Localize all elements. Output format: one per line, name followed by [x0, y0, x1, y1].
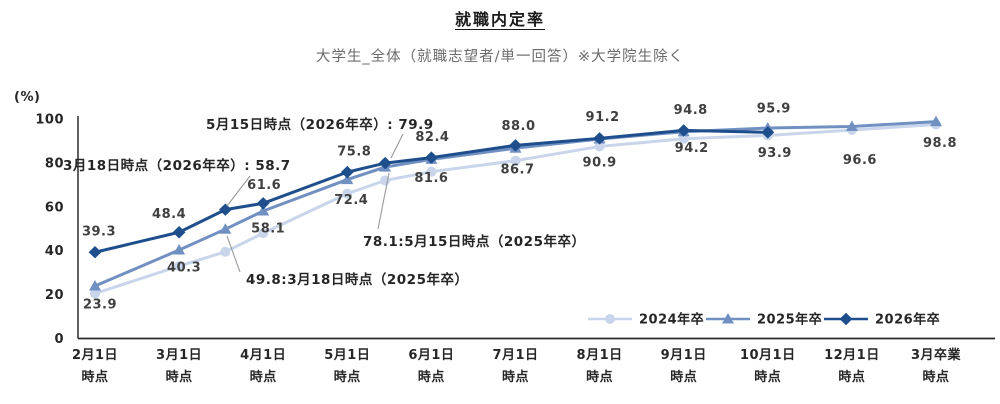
x-tick-label: 8月1日: [577, 348, 623, 363]
value-label-2026年卒: 75.8: [337, 145, 371, 160]
x-tick-label: 3月1日: [156, 348, 202, 363]
x-tick-label: 2月1日: [72, 348, 118, 363]
value-label-2025年卒: 40.3: [167, 261, 201, 276]
x-tick-label: 6月1日: [408, 348, 454, 363]
data-point-2025年卒: [89, 280, 101, 291]
data-point-2026年卒: [218, 203, 232, 216]
value-label-2026年卒: 82.4: [415, 130, 449, 145]
chart-title: 就職内定率: [454, 10, 545, 29]
y-axis-unit-label: (%): [14, 90, 40, 105]
x-tick-label: 時点: [586, 369, 613, 385]
x-tick-label: 時点: [334, 369, 361, 385]
x-tick-label: 7月1日: [492, 348, 538, 363]
data-point-2026年卒: [88, 246, 102, 259]
x-tick-label: 時点: [670, 369, 697, 385]
data-point-2026年卒: [340, 165, 354, 179]
data-point-2026年卒: [509, 139, 522, 152]
data-point-2024年卒: [510, 155, 521, 166]
annotation-leader-line: [226, 175, 251, 207]
x-tick-label: 時点: [754, 369, 781, 385]
value-label-2025年卒: 96.6: [843, 153, 877, 168]
data-point-2024年卒: [426, 166, 437, 177]
annotation-leader-line: [390, 133, 404, 159]
chart-subtitle: 大学生_全体（就職志望者/単一回答）※大学院生除く: [315, 49, 685, 65]
x-tick-label: 時点: [166, 369, 193, 385]
data-point-2026年卒: [677, 124, 691, 137]
data-point-2024年卒: [258, 228, 269, 239]
value-label-2025年卒: 94.2: [675, 141, 709, 156]
data-point-2026年卒: [593, 132, 606, 145]
data-point-2024年卒: [220, 246, 231, 257]
data-point-2026年卒: [256, 197, 270, 210]
annotation-text: 5月15日時点（2026年卒）: 79.9: [206, 116, 434, 133]
legend-label-2025年卒: 2025年卒: [757, 312, 822, 328]
legend-marker-2026年卒: [839, 312, 853, 326]
value-label-2025年卒: 23.9: [83, 298, 117, 313]
x-tick-label: 時点: [838, 369, 865, 385]
value-label-2025年卒: 98.8: [923, 136, 957, 151]
value-label-2025年卒: 95.9: [757, 101, 791, 116]
annotation-text: 49.8:3月18日時点（2025年卒）: [246, 271, 468, 288]
data-point-2025年卒: [257, 204, 270, 216]
value-label-2025年卒: 90.9: [583, 155, 617, 170]
x-tick-label: 5月1日: [324, 348, 370, 363]
value-label-2026年卒: 39.3: [82, 225, 116, 240]
value-label-2025年卒: 72.4: [334, 193, 368, 208]
x-tick-label: 4月1日: [240, 348, 286, 363]
x-tick-label: 時点: [250, 369, 277, 385]
y-tick-label: 60: [45, 200, 64, 215]
value-label-2025年卒: 86.7: [500, 163, 534, 178]
value-label-2025年卒: 81.6: [414, 171, 448, 186]
x-tick-label: 10月1日: [740, 348, 796, 363]
y-tick-label: 40: [45, 244, 64, 259]
legend-marker-2024年卒: [605, 314, 615, 324]
annotation-leader-line: [377, 172, 390, 230]
data-point-2026年卒: [761, 126, 775, 139]
annotation-text: 78.1:5月15日時点（2025年卒）: [363, 233, 585, 250]
data-point-2024年卒: [174, 261, 185, 272]
legend-marker-2025年卒: [722, 313, 734, 324]
value-label-2025年卒: 58.1: [251, 221, 285, 236]
value-label-2026年卒: 91.2: [586, 110, 620, 125]
data-point-2025年卒: [341, 173, 354, 185]
data-point-2025年卒: [219, 223, 232, 234]
x-tick-label: 9月1日: [661, 348, 707, 363]
x-tick-label: 12月1日: [824, 348, 880, 363]
y-tick-label: 100: [35, 113, 64, 128]
value-label-2026年卒: 88.0: [501, 119, 535, 134]
y-tick-label: 80: [45, 156, 64, 171]
data-point-2026年卒: [172, 226, 186, 239]
legend-label-2024年卒: 2024年卒: [639, 312, 704, 328]
data-point-2025年卒: [173, 244, 186, 255]
x-tick-label: 時点: [502, 369, 529, 385]
x-tick-label: 時点: [81, 369, 108, 385]
data-point-2026年卒: [378, 156, 392, 170]
data-point-2024年卒: [90, 288, 100, 299]
x-tick-label: 時点: [922, 369, 949, 385]
data-point-2025年卒: [930, 115, 942, 127]
y-tick-label: 0: [54, 332, 64, 347]
annotation-text: 3月18日時点（2026年卒）: 58.7: [63, 157, 291, 174]
y-tick-label: 20: [45, 288, 64, 303]
data-point-2024年卒: [678, 133, 689, 144]
data-point-2024年卒: [594, 141, 605, 152]
annotation-leader-line: [226, 235, 241, 273]
value-label-2026年卒: 61.6: [247, 178, 281, 193]
x-tick-label: 時点: [418, 369, 445, 385]
value-label-2026年卒: 48.4: [152, 207, 186, 222]
data-point-2024年卒: [342, 188, 353, 199]
x-tick-label: 3月卒業: [911, 347, 962, 363]
data-point-2026年卒: [425, 151, 438, 164]
data-point-2025年卒: [845, 120, 858, 131]
legend-label-2026年卒: 2026年卒: [875, 312, 940, 328]
value-label-2026年卒: 93.9: [758, 146, 792, 161]
value-label-2026年卒: 94.8: [674, 103, 708, 118]
